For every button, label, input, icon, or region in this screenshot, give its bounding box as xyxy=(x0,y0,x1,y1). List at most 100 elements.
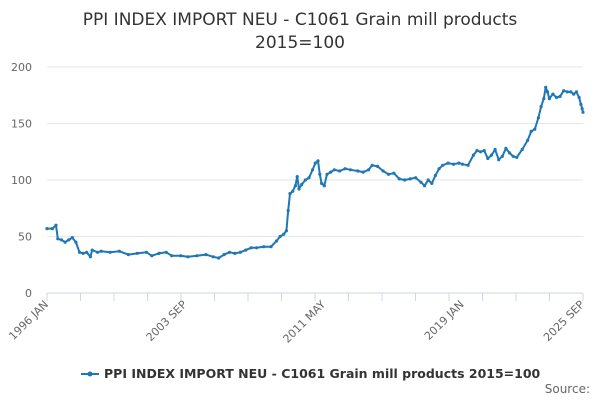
data-point[interactable] xyxy=(545,90,550,94)
data-point[interactable] xyxy=(286,208,290,213)
data-point[interactable] xyxy=(500,154,504,158)
data-point[interactable] xyxy=(307,176,311,180)
data-point[interactable] xyxy=(386,172,391,176)
data-point[interactable] xyxy=(204,253,208,257)
data-point[interactable] xyxy=(293,184,297,188)
legend[interactable]: PPI INDEX IMPORT NEU - C1061 Grain mill … xyxy=(81,366,541,381)
data-point[interactable] xyxy=(457,161,461,165)
data-point[interactable] xyxy=(437,167,441,171)
data-point[interactable] xyxy=(562,89,566,93)
data-point[interactable] xyxy=(565,90,569,94)
data-point[interactable] xyxy=(311,168,315,172)
data-point[interactable] xyxy=(533,127,537,131)
data-point[interactable] xyxy=(526,138,530,142)
data-point[interactable] xyxy=(479,150,483,154)
data-point[interactable] xyxy=(67,238,71,242)
data-point[interactable] xyxy=(135,251,139,255)
data-point[interactable] xyxy=(288,192,292,196)
data-point[interactable] xyxy=(45,227,49,231)
data-point[interactable] xyxy=(318,172,322,176)
data-point[interactable] xyxy=(332,168,336,172)
data-point[interactable] xyxy=(419,180,423,184)
data-point[interactable] xyxy=(580,107,584,111)
data-point[interactable] xyxy=(486,156,490,161)
data-point[interactable] xyxy=(426,178,430,182)
data-point[interactable] xyxy=(574,90,579,94)
data-point[interactable] xyxy=(88,255,92,259)
data-point[interactable] xyxy=(77,250,82,254)
data-point[interactable] xyxy=(361,170,365,174)
data-point[interactable] xyxy=(54,223,58,227)
data-point[interactable] xyxy=(282,232,286,236)
data-point[interactable] xyxy=(392,171,396,175)
data-point[interactable] xyxy=(507,151,512,155)
data-point[interactable] xyxy=(316,159,320,163)
data-point[interactable] xyxy=(211,255,215,259)
data-point[interactable] xyxy=(460,162,465,166)
data-point[interactable] xyxy=(99,249,103,253)
data-point[interactable] xyxy=(85,250,89,254)
data-point[interactable] xyxy=(227,250,232,254)
data-point[interactable] xyxy=(238,250,242,254)
data-point[interactable] xyxy=(56,237,60,241)
data-point[interactable] xyxy=(569,90,573,94)
data-point[interactable] xyxy=(572,92,576,96)
data-point[interactable] xyxy=(325,172,329,176)
data-point[interactable] xyxy=(520,147,524,152)
data-point[interactable] xyxy=(408,177,412,181)
data-point[interactable] xyxy=(222,253,226,257)
data-point[interactable] xyxy=(515,155,519,159)
data-point[interactable] xyxy=(423,184,427,188)
data-point[interactable] xyxy=(186,255,190,259)
data-point[interactable] xyxy=(558,94,562,98)
data-point[interactable] xyxy=(117,249,121,253)
data-point[interactable] xyxy=(284,229,288,233)
data-point[interactable] xyxy=(370,163,374,167)
data-point[interactable] xyxy=(297,187,301,191)
data-point[interactable] xyxy=(63,240,67,244)
data-point[interactable] xyxy=(381,169,385,173)
data-point[interactable] xyxy=(493,147,497,152)
data-point[interactable] xyxy=(451,162,456,166)
data-point[interactable] xyxy=(367,168,371,172)
data-point[interactable] xyxy=(475,149,479,153)
data-point[interactable] xyxy=(313,161,317,165)
data-point[interactable] xyxy=(291,189,295,193)
data-point[interactable] xyxy=(433,173,437,178)
data-point[interactable] xyxy=(577,95,581,100)
data-point[interactable] xyxy=(539,105,543,109)
data-point[interactable] xyxy=(217,256,221,260)
data-point[interactable] xyxy=(144,250,148,254)
data-point[interactable] xyxy=(529,129,533,133)
data-point[interactable] xyxy=(90,248,94,252)
data-point[interactable] xyxy=(322,184,326,188)
data-point[interactable] xyxy=(295,175,299,179)
data-point[interactable] xyxy=(511,154,515,158)
data-point[interactable] xyxy=(179,254,183,258)
data-point[interactable] xyxy=(164,250,168,254)
data-point[interactable] xyxy=(59,238,64,242)
data-point[interactable] xyxy=(348,168,353,172)
data-point[interactable] xyxy=(403,178,407,182)
data-point[interactable] xyxy=(269,245,273,249)
data-point[interactable] xyxy=(579,102,583,106)
data-point[interactable] xyxy=(547,97,551,101)
data-point[interactable] xyxy=(446,161,450,165)
data-point[interactable] xyxy=(150,254,154,258)
data-point[interactable] xyxy=(195,254,199,258)
data-point[interactable] xyxy=(278,234,282,239)
data-point[interactable] xyxy=(70,236,74,240)
data-point[interactable] xyxy=(255,246,259,250)
data-point[interactable] xyxy=(108,250,112,254)
data-point[interactable] xyxy=(329,170,333,174)
data-point[interactable] xyxy=(489,153,494,157)
data-point[interactable] xyxy=(376,164,380,168)
data-point[interactable] xyxy=(497,158,501,162)
data-point[interactable] xyxy=(244,248,248,252)
data-point[interactable] xyxy=(581,110,585,114)
data-point[interactable] xyxy=(300,182,304,187)
data-point[interactable] xyxy=(356,169,360,173)
data-point[interactable] xyxy=(74,240,78,244)
data-point[interactable] xyxy=(441,163,445,167)
data-point[interactable] xyxy=(343,167,347,171)
